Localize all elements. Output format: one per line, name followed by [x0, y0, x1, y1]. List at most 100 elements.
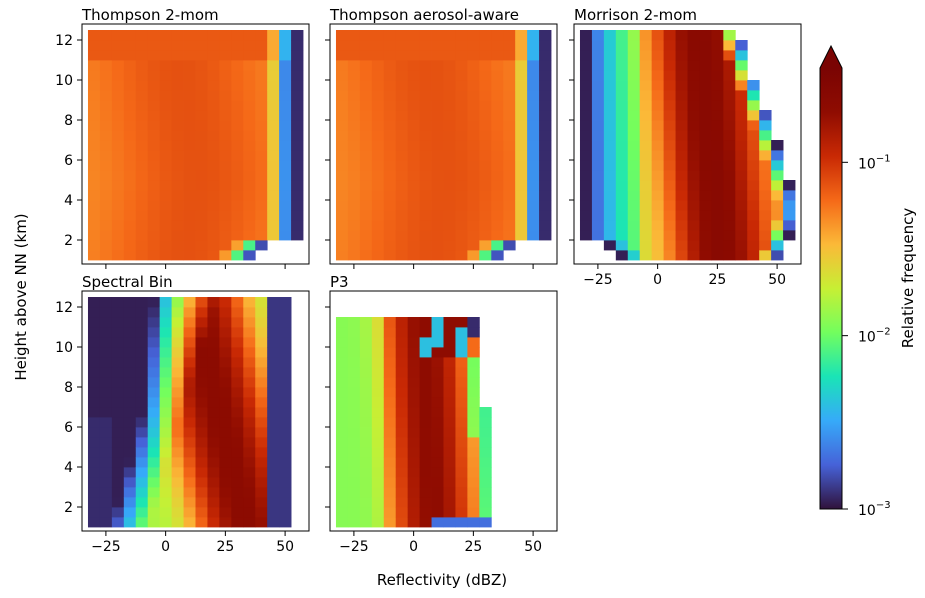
heatmap-cell	[207, 150, 220, 161]
heatmap-cell	[759, 160, 772, 171]
panel-title: Morrison 2-mom	[574, 6, 697, 24]
heatmap-cell	[527, 80, 540, 91]
heatmap-cell	[279, 347, 292, 358]
heatmap-cell	[99, 170, 113, 181]
heatmap-cell	[395, 347, 409, 358]
heatmap-cell	[279, 170, 292, 181]
heatmap-cell	[503, 170, 516, 181]
heatmap-cell	[467, 367, 480, 378]
heatmap-cell	[347, 497, 361, 508]
heatmap-cell	[443, 427, 456, 438]
heatmap-cell	[279, 130, 292, 141]
heatmap-cell	[467, 427, 480, 438]
heatmap-cell	[419, 250, 432, 261]
heatmap-cell	[615, 100, 629, 111]
heatmap-cell	[747, 210, 760, 221]
heatmap-cell	[147, 387, 161, 398]
heatmap-cell	[171, 417, 184, 428]
heatmap-cell	[87, 200, 101, 211]
heatmap-cell	[419, 357, 432, 368]
plot-frame	[81, 23, 310, 265]
heatmap-cell	[207, 40, 220, 51]
heatmap-cell	[711, 30, 724, 41]
heatmap-cell	[359, 100, 373, 111]
heatmap-cell	[527, 140, 540, 151]
heatmap-cell	[579, 80, 593, 91]
heatmap-cell	[395, 327, 409, 338]
heatmap-cell	[195, 110, 208, 121]
heatmap-cell	[687, 110, 700, 121]
heatmap-cell	[159, 427, 173, 438]
heatmap-cell	[219, 497, 232, 508]
heatmap-cell	[771, 250, 784, 261]
heatmap-cell	[255, 90, 268, 101]
heatmap-cell	[395, 160, 409, 171]
heatmap-cell	[99, 297, 113, 308]
heatmap-cell	[171, 477, 184, 488]
heatmap-cell	[407, 40, 421, 51]
heatmap-cell	[219, 140, 232, 151]
heatmap-cell	[383, 487, 397, 498]
heatmap-cell	[527, 230, 540, 241]
heatmap-cell	[383, 387, 397, 398]
heatmap-cell	[123, 40, 137, 51]
heatmap-cell	[159, 70, 173, 81]
heatmap-cell	[687, 150, 700, 161]
heatmap-cell	[219, 90, 232, 101]
heatmap-cell	[243, 40, 256, 51]
heatmap-cell	[419, 60, 432, 71]
heatmap-cell	[255, 240, 268, 251]
heatmap-cell	[207, 317, 220, 328]
heatmap-cell	[335, 240, 349, 251]
heatmap-cell	[359, 417, 373, 428]
heatmap-cell	[503, 80, 516, 91]
heatmap-cell	[615, 90, 629, 101]
heatmap-cell	[455, 110, 468, 121]
heatmap-cell	[135, 60, 149, 71]
heatmap-cell	[591, 220, 605, 231]
heatmap-cell	[135, 387, 149, 398]
heatmap-cell	[347, 210, 361, 221]
heatmap-cell	[359, 347, 373, 358]
heatmap-cell	[615, 130, 629, 141]
heatmap-cell	[255, 497, 268, 508]
heatmap-cell	[123, 497, 137, 508]
heatmap-cell	[111, 427, 125, 438]
heatmap-cell	[359, 90, 373, 101]
heatmap-cell	[147, 437, 161, 448]
heatmap-cell	[231, 477, 244, 488]
heatmap-cell	[527, 110, 540, 121]
heatmap-cell	[183, 50, 196, 61]
heatmap-cell	[279, 120, 292, 131]
heatmap-cell	[359, 120, 373, 131]
heatmap-cell	[291, 220, 304, 231]
heatmap-cell	[699, 200, 712, 211]
heatmap-cell	[195, 297, 208, 308]
heatmap-cell	[579, 180, 593, 191]
heatmap-cell	[663, 40, 676, 51]
heatmap-cell	[279, 70, 292, 81]
heatmap-cell	[503, 90, 516, 101]
heatmap-cell	[135, 160, 149, 171]
heatmap-cell	[735, 90, 748, 101]
heatmap-cell	[723, 100, 736, 111]
heatmap-cell	[171, 50, 184, 61]
heatmap-cell	[395, 407, 409, 418]
heatmap-cell	[699, 190, 712, 201]
heatmap-cell	[207, 90, 220, 101]
heatmap-cell	[335, 357, 349, 368]
heatmap-cell	[359, 70, 373, 81]
heatmap-cell	[291, 80, 304, 91]
heatmap-cell	[663, 210, 676, 221]
heatmap-cell	[243, 210, 256, 221]
heatmap-cell	[479, 467, 492, 478]
heatmap-cell	[279, 367, 292, 378]
heatmap-cell	[431, 427, 444, 438]
heatmap-cell	[267, 327, 280, 338]
heatmap-cell	[651, 250, 665, 261]
heatmap-cell	[111, 347, 125, 358]
heatmap-cell	[479, 427, 492, 438]
heatmap-cell	[159, 407, 173, 418]
heatmap-cell	[231, 437, 244, 448]
heatmap-cell	[383, 357, 397, 368]
